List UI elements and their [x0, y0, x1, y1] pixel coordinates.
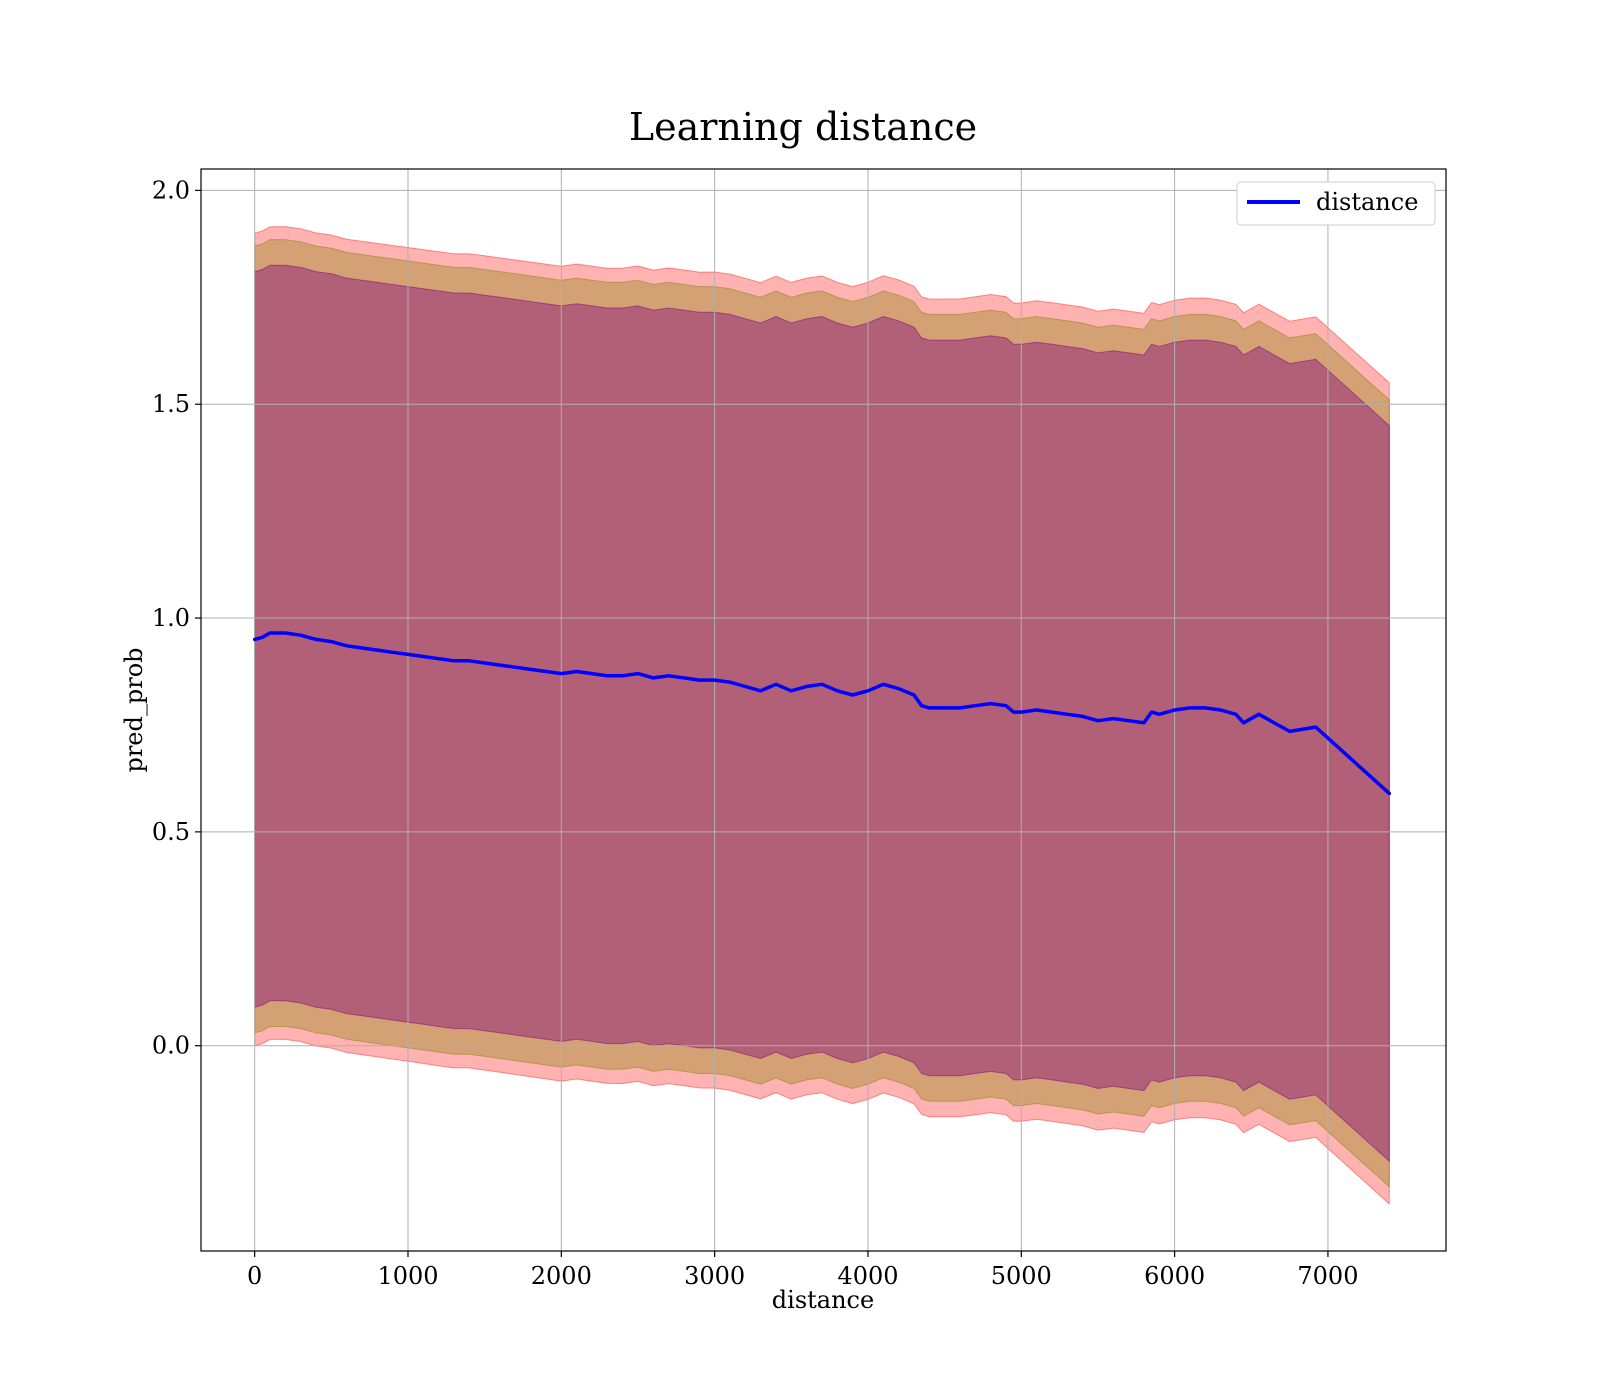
confidence-band-1	[254, 239, 1390, 1188]
series-line-distance	[252, 631, 1392, 796]
y-tick-label: 0.0	[152, 1032, 190, 1060]
legend: distance	[1236, 181, 1436, 226]
x-tick-label: 0	[247, 1262, 262, 1290]
y-tick-label: 1.0	[152, 604, 190, 632]
y-tick-label: 2.0	[152, 176, 190, 204]
x-tick-label: 7000	[1297, 1262, 1358, 1290]
confidence-band-0	[254, 226, 1390, 1206]
y-axis-ticks: 0.0 0.5 1.0 1.5 2.0	[152, 176, 201, 1060]
plot-frame	[200, 168, 1447, 1252]
legend-box	[1236, 181, 1436, 226]
x-tick-label: 4000	[837, 1262, 898, 1290]
x-axis-ticks: 0 1000 2000 3000 4000 5000 6000 7000	[247, 1251, 1358, 1290]
y-tick-label: 0.5	[152, 818, 190, 846]
x-tick-label: 5000	[991, 1262, 1052, 1290]
x-tick-label: 1000	[377, 1262, 438, 1290]
y-tick-label: 1.5	[152, 390, 190, 418]
gridlines	[201, 169, 1446, 1251]
x-tick-label: 2000	[531, 1262, 592, 1290]
legend-label: distance	[1316, 188, 1418, 216]
confidence-bands	[254, 226, 1390, 1206]
series-lines	[252, 631, 1392, 796]
plot-area	[200, 168, 1447, 1252]
chart-title: Learning distance	[629, 105, 977, 149]
y-axis-label: pred_prob	[120, 647, 148, 772]
confidence-band-2	[254, 264, 1390, 1163]
x-axis-label: distance	[772, 1286, 874, 1314]
x-tick-label: 3000	[684, 1262, 745, 1290]
x-tick-label: 6000	[1144, 1262, 1205, 1290]
